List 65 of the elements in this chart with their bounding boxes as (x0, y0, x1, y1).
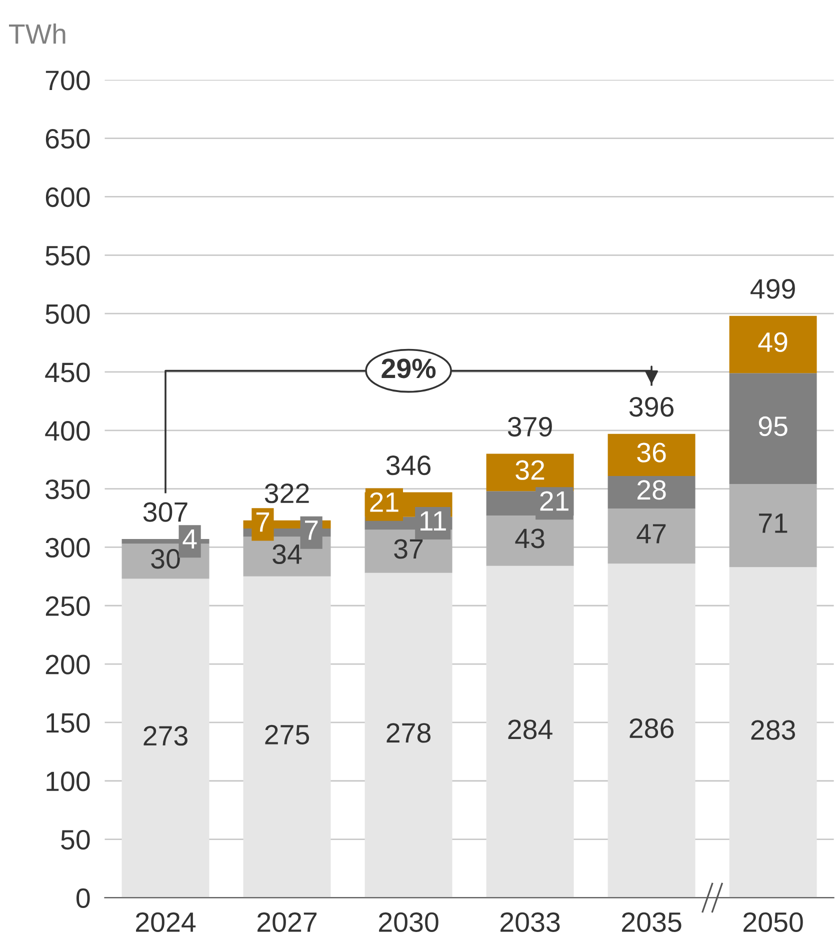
bar (243, 576, 331, 898)
y-tick-label: 500 (46, 304, 90, 324)
bar (486, 566, 574, 898)
data-label: 7 (256, 512, 270, 532)
y-tick-label: 350 (46, 479, 90, 500)
data-label: 43 (515, 528, 544, 548)
x-tick-label: 2033 (500, 912, 560, 932)
bar (608, 564, 696, 898)
data-label: 11 (420, 511, 446, 530)
y-tick-label: 0 (76, 888, 90, 908)
y-tick-label: 150 (46, 713, 90, 733)
annotation: 29% (382, 358, 436, 378)
data-label: 32 (516, 460, 544, 480)
bar (364, 572, 452, 898)
data-label: 71 (759, 514, 788, 533)
y-tick-label: 600 (46, 187, 90, 208)
bar (608, 508, 696, 564)
y-tick-label: 650 (46, 128, 90, 149)
bar (729, 316, 817, 374)
total-label: 346 (386, 455, 430, 476)
data-label: 286 (630, 718, 674, 738)
x-tick-label: 2035 (622, 912, 682, 932)
data-label: 36 (637, 442, 666, 462)
y-tick-label: 400 (45, 421, 90, 441)
bar (122, 578, 210, 898)
data-label: 275 (265, 724, 310, 745)
data-label: 21 (540, 491, 568, 511)
x-tick-label: 2030 (379, 912, 438, 932)
data-label: 283 (751, 720, 796, 740)
x-tick-label: 2024 (136, 912, 196, 932)
data-label: 21 (370, 492, 398, 512)
x-tick-label: 2027 (258, 912, 317, 932)
data-label: 7 (305, 520, 318, 540)
y-tick-label: 450 (45, 362, 90, 382)
y-tick-label: 50 (61, 830, 90, 850)
data-label: 49 (758, 332, 788, 352)
y-tick-label: 250 (46, 596, 90, 616)
data-label: 47 (636, 524, 666, 544)
total-label: 307 (143, 502, 188, 522)
data-label: 28 (637, 480, 666, 500)
y-tick-label: 100 (46, 772, 90, 792)
y-tick-label: 200 (46, 654, 90, 674)
y-axis-title: TWh (9, 24, 66, 44)
data-label: 273 (144, 726, 188, 746)
data-label: 37 (394, 539, 423, 559)
bar (486, 516, 574, 566)
bar (729, 373, 817, 484)
total-label: 499 (750, 279, 795, 299)
bar (608, 434, 696, 476)
y-tick-label: 300 (46, 538, 90, 558)
data-label: 4 (182, 529, 197, 549)
data-label: 284 (508, 720, 552, 740)
total-label: 379 (508, 416, 552, 437)
bar (729, 567, 817, 898)
total-label: 396 (629, 397, 674, 417)
y-tick-label: 700 (46, 70, 90, 90)
data-label: 278 (386, 723, 430, 743)
data-label: 95 (758, 416, 788, 436)
data-label: 34 (272, 544, 302, 564)
x-tick-label: 2050 (744, 912, 803, 932)
total-label: 322 (264, 484, 309, 504)
data-label: 30 (151, 549, 180, 569)
y-tick-label: 550 (46, 246, 90, 266)
bar (729, 484, 817, 568)
bar (608, 476, 696, 509)
